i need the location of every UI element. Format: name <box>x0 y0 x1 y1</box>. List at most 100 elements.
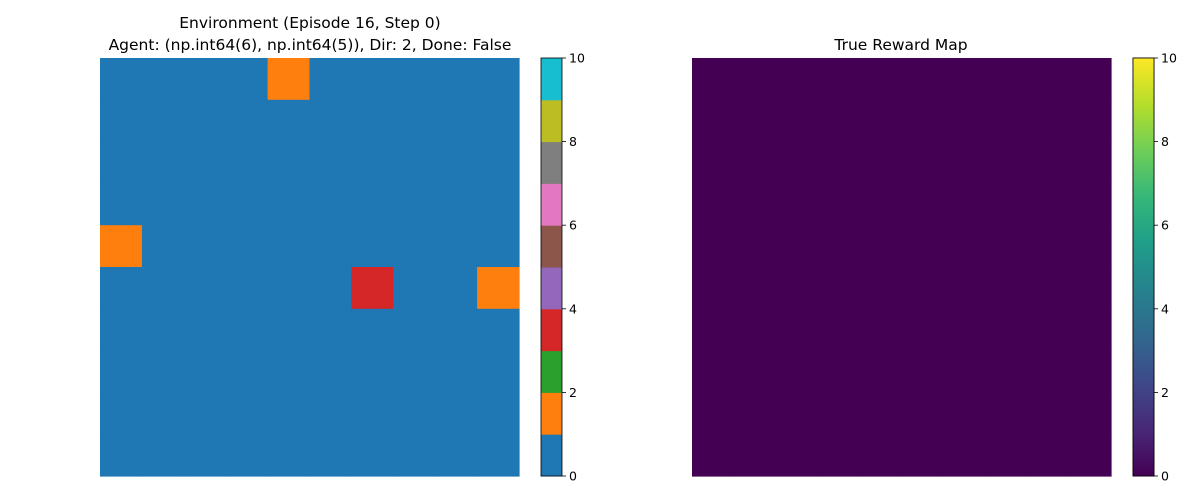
grid-cell <box>393 225 436 268</box>
grid-cell <box>225 141 269 184</box>
grid-cell <box>351 58 394 101</box>
grid-cell <box>267 141 311 184</box>
grid-cell <box>267 183 311 226</box>
grid-cell <box>943 58 986 101</box>
grid-cell <box>1069 225 1112 268</box>
grid-cell <box>183 350 227 393</box>
colorbar-segment <box>541 225 562 268</box>
grid-cell <box>901 225 944 268</box>
grid-cell <box>309 434 352 477</box>
grid-cell <box>901 58 944 101</box>
grid-cell <box>183 225 227 268</box>
grid-cell <box>985 267 1028 310</box>
grid-cell <box>985 225 1028 268</box>
grid-cell <box>435 183 478 226</box>
grid-cell <box>393 141 436 184</box>
environment-title: Environment (Episode 16, Step 0) <box>179 14 440 32</box>
grid-cell <box>901 350 944 393</box>
colorbar-tick-label: 4 <box>569 301 577 316</box>
colorbar-tick-label: 8 <box>569 134 577 149</box>
grid-cell <box>901 308 944 352</box>
grid-cell <box>1069 141 1112 184</box>
grid-cell <box>901 434 944 477</box>
grid-cell <box>267 392 311 435</box>
grid-cell <box>1069 434 1112 477</box>
grid-cell <box>309 183 352 226</box>
grid-cell <box>309 392 352 435</box>
grid-cell <box>225 99 269 143</box>
grid-cell <box>692 308 735 352</box>
grid-cell <box>775 434 819 477</box>
grid-cell <box>477 141 520 184</box>
grid-cell <box>985 183 1028 226</box>
grid-cell <box>733 392 777 435</box>
grid-cell <box>1027 225 1070 268</box>
grid-cell <box>477 58 520 101</box>
grid-cell <box>817 267 861 310</box>
grid-cell <box>267 267 311 310</box>
grid-cell <box>309 225 352 268</box>
grid-cell <box>692 141 735 184</box>
grid-cell <box>351 350 394 393</box>
grid-cell <box>943 99 986 143</box>
grid-cell <box>817 183 861 226</box>
grid-cell <box>859 183 903 226</box>
grid-cell <box>775 141 819 184</box>
grid-cell <box>985 58 1028 101</box>
grid-cell <box>141 99 185 143</box>
grid-cell <box>692 58 735 101</box>
grid-cell <box>692 225 735 268</box>
grid-cell <box>733 183 777 226</box>
environment-grid <box>100 58 520 477</box>
grid-cell <box>100 183 143 226</box>
grid-cell <box>100 267 143 310</box>
grid-cell <box>901 99 944 143</box>
colorbar-tick-label: 4 <box>1161 301 1169 316</box>
environment-subtitle: Agent: (np.int64(6), np.int64(5)), Dir: … <box>109 36 512 54</box>
grid-cell <box>985 434 1028 477</box>
grid-cell <box>817 225 861 268</box>
grid-cell <box>477 225 520 268</box>
grid-cell <box>692 267 735 310</box>
grid-cell <box>393 267 436 310</box>
grid-cell <box>100 225 143 268</box>
grid-cell <box>351 183 394 226</box>
grid-cell <box>1069 99 1112 143</box>
grid-cell <box>141 434 185 477</box>
grid-cell <box>477 434 520 477</box>
grid-cell <box>393 183 436 226</box>
grid-cell <box>775 225 819 268</box>
grid-cell <box>477 308 520 352</box>
grid-cell <box>901 392 944 435</box>
grid-cell <box>100 392 143 435</box>
grid-cell <box>351 267 394 310</box>
grid-cell <box>141 267 185 310</box>
grid-cell <box>351 434 394 477</box>
colorbar-tick-label: 10 <box>1161 51 1177 66</box>
grid-cell <box>225 225 269 268</box>
grid-cell <box>985 350 1028 393</box>
grid-cell <box>859 308 903 352</box>
reward-panel: True Reward Map 0 2 4 6 8 10 <box>692 36 1177 484</box>
grid-cell <box>141 308 185 352</box>
grid-cell <box>141 350 185 393</box>
grid-cell <box>943 267 986 310</box>
reward-title: True Reward Map <box>833 36 967 54</box>
grid-cell <box>1069 392 1112 435</box>
grid-cell <box>477 99 520 143</box>
colorbar-tick-label: 6 <box>1161 218 1169 233</box>
grid-cell <box>1027 392 1070 435</box>
colorbar-segment <box>541 350 562 393</box>
grid-cell <box>435 434 478 477</box>
grid-cell <box>100 99 143 143</box>
colorbar-segment <box>541 141 562 184</box>
grid-cell <box>183 308 227 352</box>
grid-cell <box>183 183 227 226</box>
grid-cell <box>733 225 777 268</box>
grid-cell <box>733 434 777 477</box>
grid-cell <box>267 58 311 101</box>
grid-cell <box>309 99 352 143</box>
grid-cell <box>1069 308 1112 352</box>
grid-cell <box>692 392 735 435</box>
